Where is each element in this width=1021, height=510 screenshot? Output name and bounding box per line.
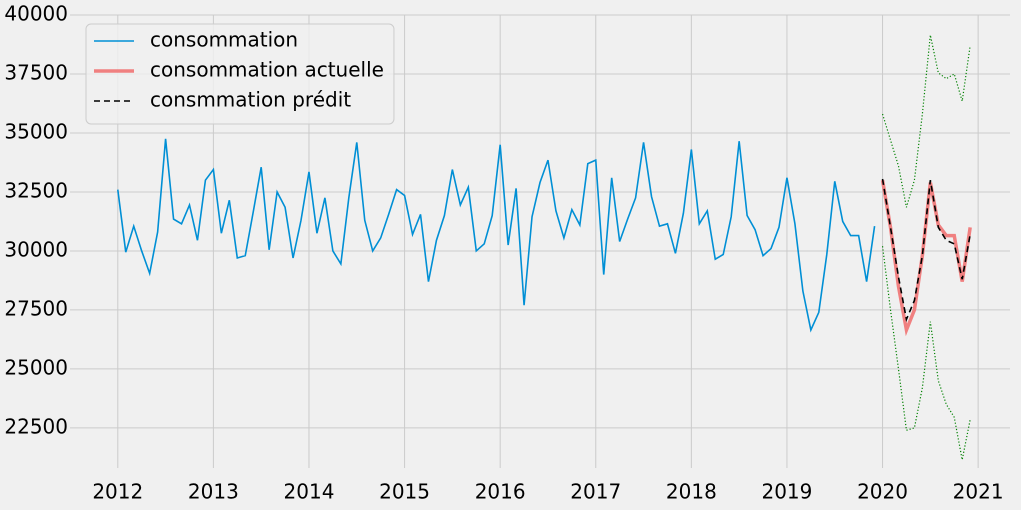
legend: consommation consommation actuelle consmma… bbox=[85, 23, 395, 125]
x-tick-label: 2021 bbox=[953, 480, 1004, 504]
x-tick-label: 2020 bbox=[857, 480, 908, 504]
legend-box bbox=[85, 23, 395, 125]
y-tick-label: 22500 bbox=[4, 414, 68, 438]
x-tick-label: 2013 bbox=[188, 480, 239, 504]
data-line bbox=[881, 34, 971, 208]
y-tick-label: 30000 bbox=[4, 237, 68, 261]
x-tick-label: 2014 bbox=[284, 480, 335, 504]
legend-label: consommation actuelle bbox=[150, 58, 384, 82]
x-tick-label: 2019 bbox=[761, 480, 812, 504]
legend-label: consmmation prédit bbox=[150, 88, 351, 112]
data-line bbox=[881, 178, 971, 323]
x-tick-label: 2016 bbox=[475, 480, 526, 504]
y-tick-label: 40000 bbox=[4, 2, 68, 26]
y-tick-label: 25000 bbox=[4, 355, 68, 379]
y-tick-label: 27500 bbox=[4, 296, 68, 320]
x-tick-label: 2015 bbox=[379, 480, 430, 504]
legend-label: consommation bbox=[150, 28, 298, 52]
x-tick-label: 2018 bbox=[666, 480, 717, 504]
y-tick-label: 37500 bbox=[4, 60, 68, 84]
x-tick-label: 2017 bbox=[570, 480, 621, 504]
data-line bbox=[117, 138, 876, 333]
y-tick-label: 35000 bbox=[4, 119, 68, 143]
y-tick-label: 32500 bbox=[4, 178, 68, 202]
x-tick-label: 2012 bbox=[92, 480, 143, 504]
